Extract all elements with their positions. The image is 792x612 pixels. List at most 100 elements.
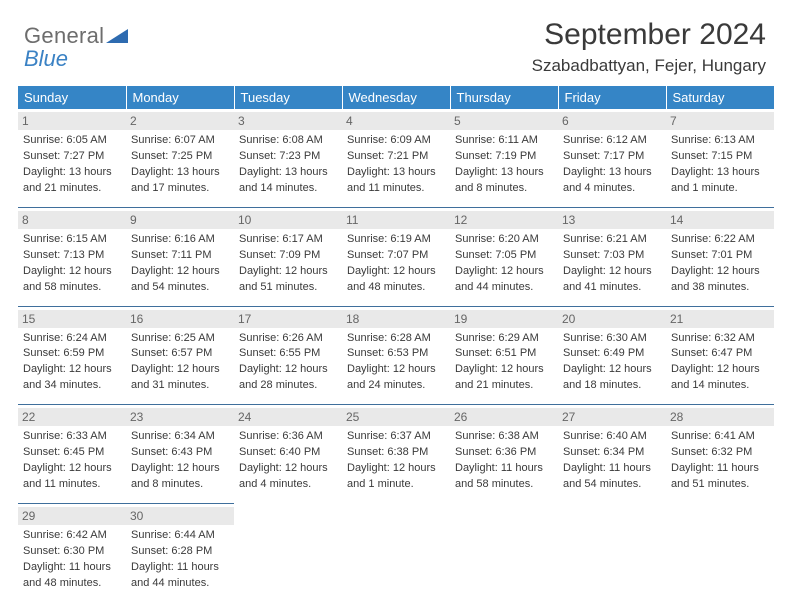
day-details: Sunrise: 6:30 AMSunset: 6:49 PMDaylight:… (563, 331, 661, 395)
weekday-header: Sunday (18, 86, 126, 109)
day-number: 8 (18, 211, 126, 229)
day-details: Sunrise: 6:37 AMSunset: 6:38 PMDaylight:… (347, 429, 445, 493)
daylight-text: Daylight: 12 hours and 4 minutes. (239, 461, 337, 493)
day-details: Sunrise: 6:25 AMSunset: 6:57 PMDaylight:… (131, 331, 229, 395)
sunrise-text: Sunrise: 6:13 AM (671, 133, 769, 149)
day-number: 29 (18, 507, 126, 525)
sunset-text: Sunset: 6:53 PM (347, 346, 445, 362)
day-number: 19 (450, 310, 558, 328)
day-details: Sunrise: 6:11 AMSunset: 7:19 PMDaylight:… (455, 133, 553, 197)
day-details: Sunrise: 6:17 AMSunset: 7:09 PMDaylight:… (239, 232, 337, 296)
calendar-day-cell (666, 504, 774, 602)
daylight-text: Daylight: 11 hours and 58 minutes. (455, 461, 553, 493)
sunrise-text: Sunrise: 6:15 AM (23, 232, 121, 248)
calendar-day-cell: 20Sunrise: 6:30 AMSunset: 6:49 PMDayligh… (558, 306, 666, 405)
daylight-text: Daylight: 13 hours and 8 minutes. (455, 165, 553, 197)
sunrise-text: Sunrise: 6:16 AM (131, 232, 229, 248)
sunrise-text: Sunrise: 6:17 AM (239, 232, 337, 248)
sunset-text: Sunset: 7:05 PM (455, 248, 553, 264)
calendar-day-cell: 23Sunrise: 6:34 AMSunset: 6:43 PMDayligh… (126, 405, 234, 504)
day-details: Sunrise: 6:13 AMSunset: 7:15 PMDaylight:… (671, 133, 769, 197)
day-number: 6 (558, 112, 666, 130)
weekday-header: Monday (126, 86, 234, 109)
day-details: Sunrise: 6:33 AMSunset: 6:45 PMDaylight:… (23, 429, 121, 493)
month-title: September 2024 (532, 18, 766, 52)
daylight-text: Daylight: 12 hours and 18 minutes. (563, 362, 661, 394)
sunset-text: Sunset: 7:01 PM (671, 248, 769, 264)
sunrise-text: Sunrise: 6:05 AM (23, 133, 121, 149)
day-number: 7 (666, 112, 774, 130)
sunset-text: Sunset: 6:51 PM (455, 346, 553, 362)
daylight-text: Daylight: 11 hours and 51 minutes. (671, 461, 769, 493)
day-number: 23 (126, 408, 234, 426)
sunset-text: Sunset: 6:38 PM (347, 445, 445, 461)
sunset-text: Sunset: 6:57 PM (131, 346, 229, 362)
day-number: 26 (450, 408, 558, 426)
day-number: 24 (234, 408, 342, 426)
daylight-text: Daylight: 12 hours and 58 minutes. (23, 264, 121, 296)
calendar-day-cell: 6Sunrise: 6:12 AMSunset: 7:17 PMDaylight… (558, 109, 666, 207)
daylight-text: Daylight: 12 hours and 48 minutes. (347, 264, 445, 296)
calendar-day-cell: 2Sunrise: 6:07 AMSunset: 7:25 PMDaylight… (126, 109, 234, 207)
day-details: Sunrise: 6:07 AMSunset: 7:25 PMDaylight:… (131, 133, 229, 197)
daylight-text: Daylight: 12 hours and 54 minutes. (131, 264, 229, 296)
calendar-day-cell: 24Sunrise: 6:36 AMSunset: 6:40 PMDayligh… (234, 405, 342, 504)
sunrise-text: Sunrise: 6:08 AM (239, 133, 337, 149)
day-number: 30 (126, 507, 234, 525)
day-number: 27 (558, 408, 666, 426)
sunset-text: Sunset: 7:13 PM (23, 248, 121, 264)
sunset-text: Sunset: 6:49 PM (563, 346, 661, 362)
title-block: September 2024 Szabadbattyan, Fejer, Hun… (532, 18, 774, 76)
sunset-text: Sunset: 7:23 PM (239, 149, 337, 165)
sunrise-text: Sunrise: 6:25 AM (131, 331, 229, 347)
calendar-day-cell: 28 Sunrise: 6:41 AMSunset: 6:32 PMDayligh… (666, 405, 774, 504)
day-details: Sunrise: 6:42 AMSunset: 6:30 PMDaylight:… (23, 528, 121, 592)
sunrise-text: Sunrise: 6:26 AM (239, 331, 337, 347)
daylight-text: Daylight: 11 hours and 48 minutes. (23, 560, 121, 592)
sunset-text: Sunset: 6:47 PM (671, 346, 769, 362)
daylight-text: Daylight: 12 hours and 51 minutes. (239, 264, 337, 296)
day-number: 28 (666, 408, 774, 426)
logo-triangle-icon (106, 29, 128, 43)
day-number: 13 (558, 211, 666, 229)
calendar-day-cell: 29 Sunrise: 6:42 AMSunset: 6:30 PMDayligh… (18, 504, 126, 602)
day-number: 17 (234, 310, 342, 328)
sunset-text: Sunset: 6:28 PM (131, 544, 229, 560)
day-number: 9 (126, 211, 234, 229)
sunrise-text: Sunrise: 6:40 AM (563, 429, 661, 445)
daylight-text: Daylight: 12 hours and 34 minutes. (23, 362, 121, 394)
calendar-week-row: 22Sunrise: 6:33 AMSunset: 6:45 PMDayligh… (18, 405, 774, 504)
sunset-text: Sunset: 6:59 PM (23, 346, 121, 362)
logo-text: General Blue (24, 24, 128, 70)
daylight-text: Daylight: 12 hours and 11 minutes. (23, 461, 121, 493)
daylight-text: Daylight: 12 hours and 31 minutes. (131, 362, 229, 394)
daylight-text: Daylight: 12 hours and 24 minutes. (347, 362, 445, 394)
daylight-text: Daylight: 12 hours and 44 minutes. (455, 264, 553, 296)
calendar-header-row: Sunday Monday Tuesday Wednesday Thursday… (18, 86, 774, 109)
day-number: 12 (450, 211, 558, 229)
day-details: Sunrise: 6:15 AMSunset: 7:13 PMDaylight:… (23, 232, 121, 296)
sunrise-text: Sunrise: 6:24 AM (23, 331, 121, 347)
day-details: Sunrise: 6:05 AMSunset: 7:27 PMDaylight:… (23, 133, 121, 197)
sunset-text: Sunset: 6:55 PM (239, 346, 337, 362)
day-details: Sunrise: 6:38 AMSunset: 6:36 PMDaylight:… (455, 429, 553, 493)
calendar-day-cell: 1Sunrise: 6:05 AMSunset: 7:27 PMDaylight… (18, 109, 126, 207)
sunrise-text: Sunrise: 6:09 AM (347, 133, 445, 149)
sunset-text: Sunset: 7:27 PM (23, 149, 121, 165)
sunset-text: Sunset: 7:09 PM (239, 248, 337, 264)
sunrise-text: Sunrise: 6:20 AM (455, 232, 553, 248)
calendar-day-cell: 7 Sunrise: 6:13 AMSunset: 7:15 PMDaylight… (666, 109, 774, 207)
daylight-text: Daylight: 13 hours and 4 minutes. (563, 165, 661, 197)
weekday-header: Friday (558, 86, 666, 109)
day-details: Sunrise: 6:26 AMSunset: 6:55 PMDaylight:… (239, 331, 337, 395)
calendar-week-row: 15Sunrise: 6:24 AMSunset: 6:59 PMDayligh… (18, 306, 774, 405)
sunset-text: Sunset: 7:03 PM (563, 248, 661, 264)
sunrise-text: Sunrise: 6:41 AM (671, 429, 769, 445)
sunset-text: Sunset: 6:30 PM (23, 544, 121, 560)
calendar-day-cell: 15Sunrise: 6:24 AMSunset: 6:59 PMDayligh… (18, 306, 126, 405)
daylight-text: Daylight: 12 hours and 14 minutes. (671, 362, 769, 394)
weekday-header: Wednesday (342, 86, 450, 109)
calendar-day-cell: 5Sunrise: 6:11 AMSunset: 7:19 PMDaylight… (450, 109, 558, 207)
sunset-text: Sunset: 6:32 PM (671, 445, 769, 461)
calendar-day-cell: 11Sunrise: 6:19 AMSunset: 7:07 PMDayligh… (342, 207, 450, 306)
